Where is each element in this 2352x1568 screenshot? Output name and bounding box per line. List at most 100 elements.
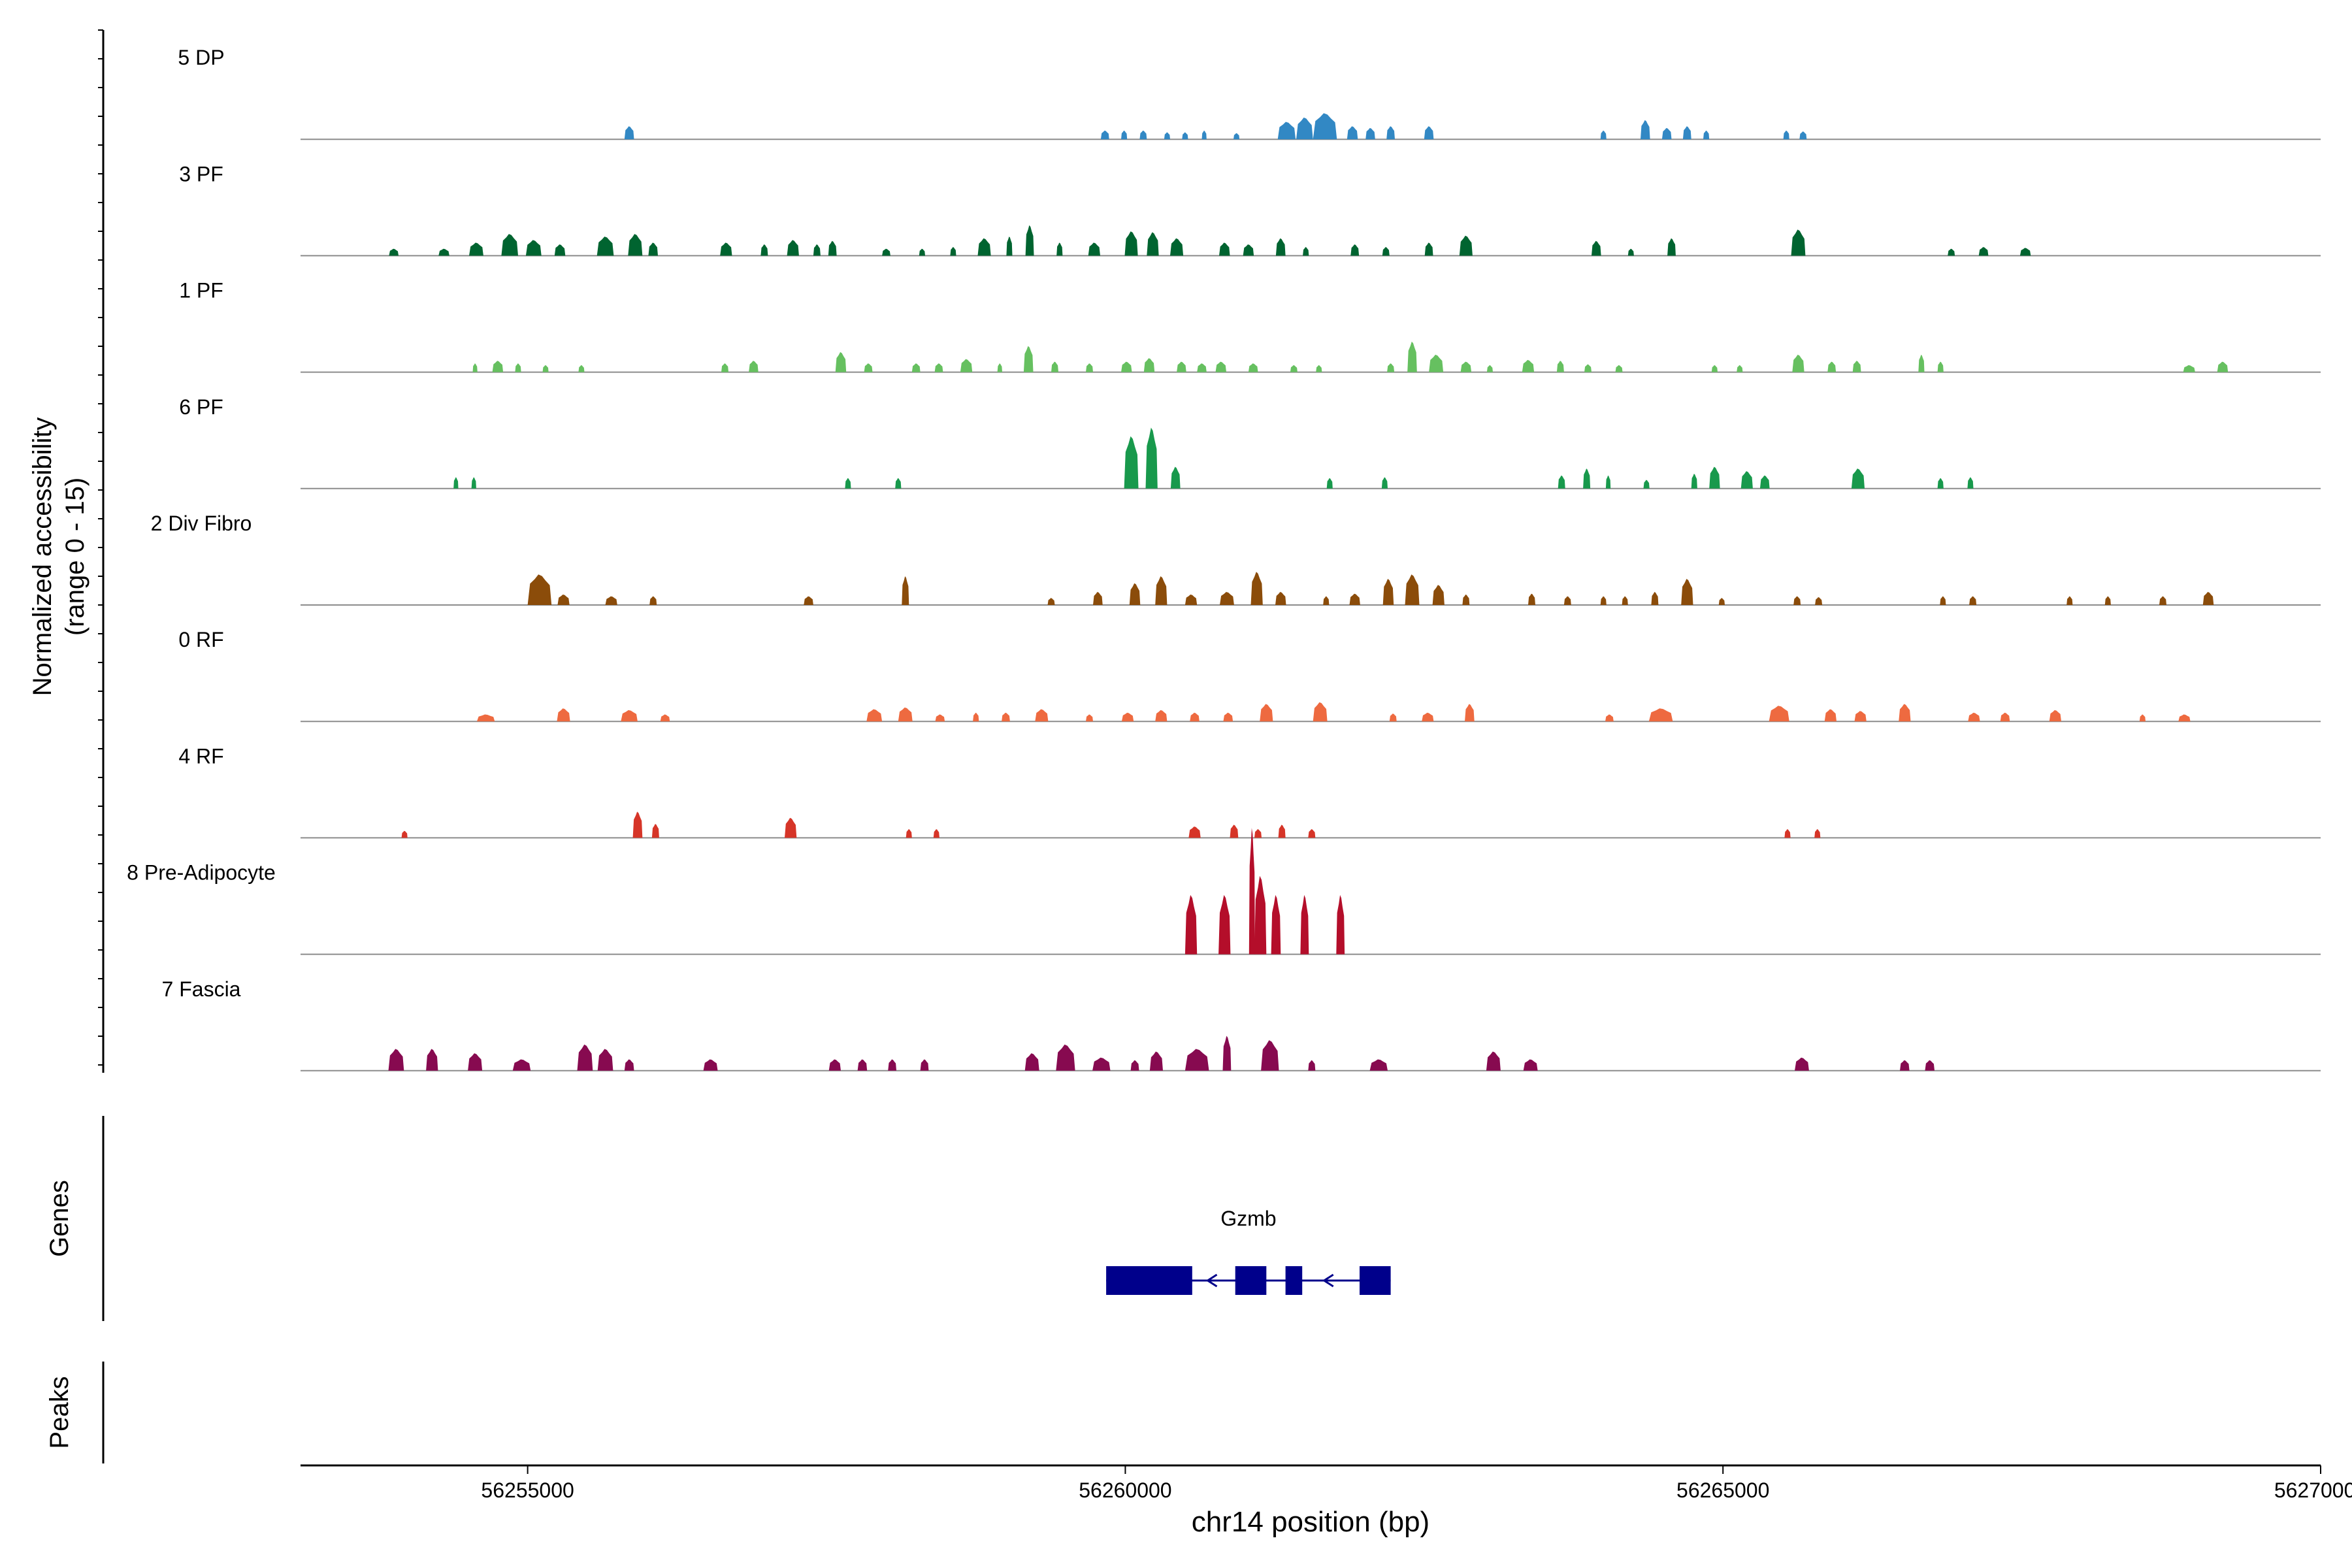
coverage-peak	[596, 237, 614, 256]
coverage-peak	[1709, 466, 1720, 489]
coverage-peak	[1143, 358, 1155, 372]
x-tick-label: 56255000	[481, 1478, 574, 1502]
coverage-peak	[1382, 247, 1390, 256]
coverage-peak	[1667, 238, 1676, 256]
gene-exon	[1106, 1266, 1192, 1295]
coverage-peak	[1627, 248, 1634, 256]
coverage-peak	[1223, 712, 1233, 722]
coverage-peak	[1088, 242, 1100, 256]
track-label: 6 PF	[179, 395, 223, 419]
coverage-tracks: 5 DP 3 PF 1 PF 6 PF 2 Div Fibro 0 RF 4 RF 8 Pre…	[127, 46, 2321, 1071]
coverage-peak	[1300, 894, 1309, 955]
x-tick-label: 56270000	[2274, 1478, 2352, 1502]
coverage-peak	[997, 363, 1002, 372]
coverage-peak	[1271, 894, 1281, 955]
coverage-peak	[1661, 127, 1672, 140]
coverage-peak	[1459, 235, 1473, 256]
track-label: 8 Pre-Adipocyte	[127, 861, 276, 885]
coverage-peak	[1006, 237, 1013, 256]
coverage-peak	[1277, 122, 1296, 140]
coverage-peak	[1523, 1059, 1538, 1071]
coverage-peak	[578, 365, 585, 372]
coverage-peak	[515, 363, 521, 372]
coverage-peak	[1381, 477, 1388, 489]
x-axis-ticks: 56255000 56260000 56265000 56270000	[481, 1465, 2352, 1502]
coverage-peak	[1422, 712, 1434, 722]
coverage-peak	[813, 244, 821, 256]
coverage-peak	[1121, 361, 1132, 372]
track-4-rf: 4 RF	[178, 744, 2321, 839]
coverage-peak	[1563, 596, 1571, 605]
coverage-peak	[1486, 365, 1493, 372]
coverage-peak	[1937, 478, 1944, 489]
coverage-peak	[1347, 126, 1358, 140]
coverage-peak	[577, 1044, 593, 1071]
coverage-peak	[1047, 598, 1055, 605]
coverage-peak	[2019, 248, 2031, 256]
track-2-div-fibro: 2 Div Fibro	[151, 512, 2321, 606]
coverage-peak	[1793, 596, 1801, 605]
coverage-peak	[660, 714, 670, 722]
coverage-peak	[1308, 1060, 1316, 1071]
coverage-peak	[527, 574, 552, 605]
track-3-pf: 3 PF	[179, 162, 2321, 257]
coverage-peak	[1528, 593, 1535, 605]
coverage-peak	[835, 351, 847, 372]
coverage-peak	[1940, 596, 1946, 605]
coverage-peak	[2178, 714, 2191, 722]
coverage-peak	[624, 1059, 634, 1071]
genes-panel-label: Genes	[45, 1180, 74, 1257]
coverage-peak	[2183, 365, 2195, 372]
coverage-peak	[1190, 712, 1200, 722]
coverage-peak	[919, 248, 925, 256]
coverage-peak	[1968, 712, 1980, 722]
coverage-peak	[857, 1059, 868, 1071]
coverage-peak	[1432, 585, 1445, 605]
coverage-peak	[1682, 126, 1691, 140]
coverage-peak	[651, 824, 659, 838]
coverage-peak	[1177, 361, 1186, 372]
coverage-peak	[1711, 365, 1718, 372]
coverage-peak	[1814, 829, 1821, 838]
coverage-peak	[1769, 706, 1789, 722]
coverage-peak	[2159, 596, 2166, 605]
coverage-peak	[1429, 354, 1444, 372]
coverage-peak	[1350, 244, 1360, 256]
coverage-peak	[1386, 126, 1395, 140]
coverage-peak	[453, 477, 459, 489]
coverage-peak	[648, 242, 658, 256]
coverage-peak	[1462, 595, 1470, 605]
coverage-peak	[1365, 127, 1375, 140]
coverage-peak	[1389, 713, 1397, 722]
x-tick-label: 56265000	[1676, 1478, 1769, 1502]
coverage-peak	[1051, 361, 1058, 372]
coverage-peak	[476, 714, 495, 722]
coverage-peak	[1323, 596, 1330, 605]
coverage-peak	[1124, 231, 1138, 256]
coverage-peak	[1261, 1040, 1279, 1071]
coverage-peak	[1792, 354, 1805, 372]
track-label: 0 RF	[178, 628, 223, 651]
coverage-peak	[597, 1049, 613, 1071]
coverage-peak	[1967, 477, 1974, 489]
coverage-peak	[469, 242, 483, 256]
coverage-peak	[906, 829, 912, 838]
coverage-peak	[720, 242, 732, 256]
coverage-peak	[1303, 247, 1309, 256]
coverage-peak	[933, 829, 939, 838]
coverage-peak	[1584, 364, 1592, 372]
coverage-peak	[1815, 597, 1823, 605]
coverage-peak	[785, 817, 797, 838]
coverage-peak	[1382, 579, 1394, 605]
coverage-peak	[512, 1059, 531, 1071]
coverage-peak	[1278, 825, 1286, 838]
coverage-peak	[1184, 1049, 1209, 1071]
coverage-peak	[1197, 363, 1207, 372]
coverage-peak	[1219, 242, 1230, 256]
coverage-peak	[1387, 363, 1395, 372]
coverage-peak	[1316, 365, 1322, 372]
coverage-peak	[1622, 596, 1628, 605]
coverage-peak	[787, 240, 799, 256]
coverage-peak	[866, 709, 883, 722]
